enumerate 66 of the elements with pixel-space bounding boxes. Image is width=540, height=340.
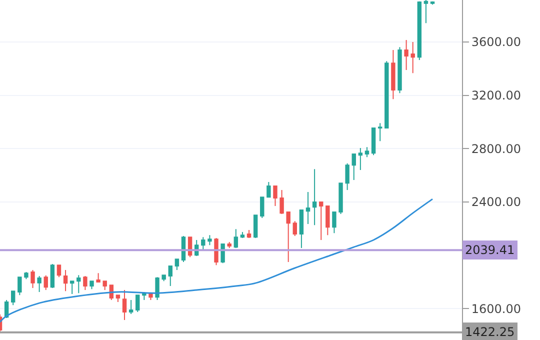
candlestick: [378, 122, 382, 142]
candlestick: [56, 264, 62, 278]
candlestick: [83, 276, 88, 290]
y-tick-label: 3200.00: [471, 88, 522, 103]
ref-line-label: 1422.25: [465, 325, 515, 339]
candlestick: [18, 276, 22, 296]
candlestick: [246, 230, 252, 238]
y-tick-label: 2400.00: [471, 195, 522, 210]
candlestick: [214, 238, 218, 266]
candlestick: [404, 40, 408, 70]
candlestick: [11, 290, 16, 306]
line-series: [0, 198, 434, 323]
candlestick: [63, 270, 68, 292]
y-tick-label: 3600.00: [471, 35, 522, 50]
candlestick: [44, 274, 48, 290]
candlestick: [292, 220, 297, 236]
candlestick: [398, 46, 402, 94]
candlestick: [37, 276, 42, 292]
candlestick: [384, 60, 389, 128]
candlestick: [424, 0, 428, 24]
ref-line-label: 2039.41: [465, 243, 515, 257]
candlestick: [116, 294, 120, 302]
candlestick: [391, 50, 396, 100]
candlestick: [234, 228, 238, 248]
candlestick: [338, 182, 343, 214]
candlestick: [208, 234, 212, 246]
candlestick: [30, 270, 35, 288]
candlestick: [253, 214, 258, 238]
candlestick: [260, 196, 264, 218]
candlestick: [122, 290, 127, 320]
candlestick: [430, 0, 435, 6]
candlestick: [312, 168, 317, 226]
candlestick: [273, 186, 278, 206]
candlestick: [319, 202, 324, 240]
candlestick: [352, 154, 356, 180]
candlestick: [162, 274, 166, 282]
candlestick: [358, 148, 363, 170]
candlestick: [102, 280, 107, 290]
candlestick: [280, 190, 284, 214]
candlestick: [90, 280, 94, 290]
candlestick: [76, 274, 81, 294]
candlestick: [50, 264, 55, 288]
y-tick-label: 1600.00: [471, 302, 522, 316]
y-tick-label: 2800.00: [471, 142, 522, 156]
candlestick: [128, 300, 134, 314]
candlestick: [227, 242, 232, 248]
candlestick: [266, 182, 271, 198]
candlestick: [306, 192, 310, 224]
candlestick: [286, 212, 290, 262]
candlestick: [326, 206, 330, 236]
candlestick: [371, 128, 376, 156]
candlestick: [345, 162, 350, 190]
candlestick: [24, 272, 28, 280]
candlestick: [240, 232, 245, 238]
candlestick: [299, 210, 304, 248]
candlestick: [410, 42, 415, 74]
candlestick: [417, 0, 422, 60]
candlestick: [364, 146, 370, 158]
candlestick: [168, 266, 172, 286]
candlestick: [174, 258, 180, 270]
candlestick: [70, 280, 74, 294]
candlestick: [332, 212, 336, 234]
candlestick: [155, 276, 160, 300]
candlestick: [201, 236, 206, 250]
candlestick: [96, 272, 100, 282]
candlestick: [136, 294, 140, 312]
